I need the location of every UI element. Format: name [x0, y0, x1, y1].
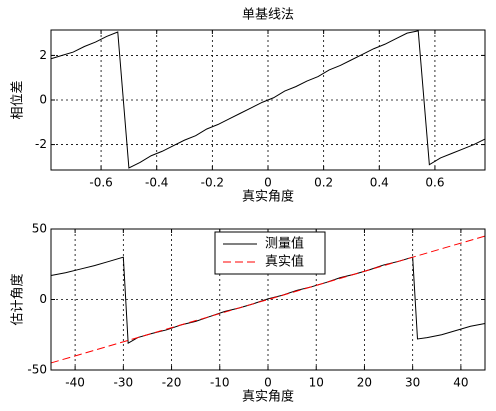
x-tick-label: 40 — [453, 376, 468, 390]
legend-label: 测量值 — [265, 236, 304, 252]
x-axis-label: 真实角度 — [242, 389, 294, 405]
x-tick-label: 0.6 — [425, 176, 444, 190]
axes-frame — [50, 29, 486, 171]
x-tick-label: 0 — [264, 176, 272, 190]
x-tick-label: 0.4 — [370, 176, 389, 190]
y-axis-label: 相位差 — [11, 80, 26, 119]
y-axis-label: 估计角度 — [10, 273, 26, 325]
x-tick-label: -10 — [210, 376, 230, 390]
x-tick-label: -0.2 — [201, 176, 224, 190]
x-tick-label: -20 — [162, 376, 182, 390]
x-axis-label: 真实角度 — [242, 189, 294, 205]
y-tick-label: -50 — [27, 363, 47, 377]
y-tick-label: 0 — [39, 93, 47, 107]
legend — [214, 231, 326, 275]
x-tick-label: -30 — [114, 376, 134, 390]
data-line — [50, 235, 486, 364]
x-tick-label: 20 — [357, 376, 372, 390]
x-tick-label: -0.4 — [145, 176, 168, 190]
data-line — [50, 30, 486, 169]
x-tick-label: 0 — [264, 376, 272, 390]
data-line — [50, 256, 486, 345]
axes-frame — [50, 228, 486, 371]
y-tick-label: 2 — [39, 48, 47, 62]
y-tick-label: 50 — [32, 222, 47, 236]
x-tick-label: -0.6 — [89, 176, 112, 190]
chart-title: 单基线法 — [242, 8, 294, 23]
x-tick-label: -40 — [65, 376, 85, 390]
x-tick-label: 30 — [405, 376, 420, 390]
x-tick-label: 0.2 — [314, 176, 333, 190]
y-tick-label: 0 — [39, 292, 47, 306]
x-tick-label: 10 — [309, 376, 324, 390]
legend-label: 真实值 — [265, 254, 304, 270]
y-tick-label: -2 — [35, 137, 47, 151]
